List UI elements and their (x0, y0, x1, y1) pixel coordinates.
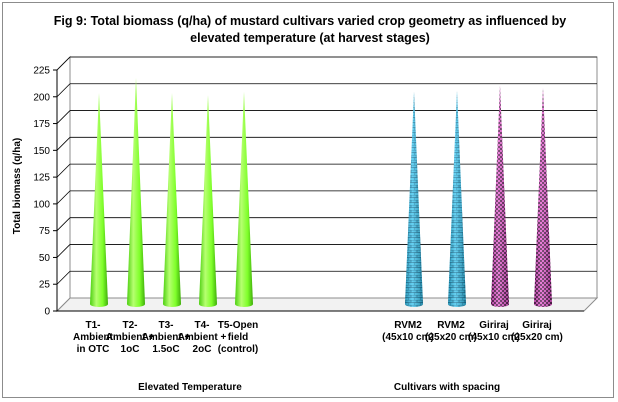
y-tick-label: 100 (33, 199, 50, 210)
gridline (56, 270, 71, 285)
x-category-label: 1oC (121, 344, 140, 355)
x-category-label: (45x10 cm) (382, 332, 434, 343)
gridline (56, 56, 71, 71)
y-tick-label: 50 (39, 253, 51, 264)
bar-cone-shade (405, 91, 423, 307)
x-category-label: (control) (218, 344, 259, 355)
group-label-elevated-temperature: Elevated Temperature (138, 382, 242, 393)
gridline (56, 137, 71, 151)
x-category-label: T3- (159, 320, 174, 331)
x-category-label: T4- (195, 320, 210, 331)
x-category-label: in OTC (77, 344, 110, 355)
gridline (56, 190, 71, 205)
y-tick-label: 200 (33, 92, 50, 103)
gridline (56, 244, 71, 258)
x-category-label: field (228, 332, 249, 343)
bar-cone-shade (491, 85, 509, 307)
gridline (56, 163, 71, 178)
y-tick-label: 150 (33, 146, 50, 157)
x-category-label: Ambient + (142, 332, 191, 343)
x-category-label: T5-Open (218, 320, 259, 331)
grid (55, 55, 599, 313)
x-category-label: RVM2 (394, 320, 422, 331)
y-tick-label: 175 (33, 119, 50, 130)
y-tick-label: 25 (39, 280, 51, 291)
x-category-label: Giriraj (479, 320, 509, 331)
gridline (56, 217, 71, 231)
x-category-label: RVM2 (437, 320, 465, 331)
x-category-label: Ambient + (178, 332, 227, 343)
group-label-cultivars: Cultivars with spacing (394, 382, 500, 393)
gridline (56, 110, 71, 124)
bar-cone (235, 91, 253, 307)
bar-cone (90, 92, 108, 307)
gridline (56, 83, 71, 98)
y-axis-label: Total biomass (q/ha) (12, 138, 23, 235)
y-axis: 0 25 50 75 100 125 150 175 200 225 (33, 66, 584, 318)
y-tick-label: 75 (39, 226, 51, 237)
bar-cone (127, 77, 145, 307)
x-category-label: 2oC (193, 344, 212, 355)
chart-title: Fig 9: Total biomass (q/ha) of mustard c… (53, 14, 567, 45)
bar-cone-shade (534, 87, 552, 307)
x-category-label: T2- (123, 320, 138, 331)
y-tick-label: 125 (33, 173, 50, 184)
y-tick-label: 225 (33, 66, 50, 77)
x-category-label: Giriraj (522, 320, 552, 331)
bars (90, 77, 552, 307)
x-category-label: Ambient (73, 332, 114, 343)
x-category-label: (25x20 cm) (425, 332, 477, 343)
x-category-label: T1- (86, 320, 101, 331)
x-category-label: (45x10 cm) (468, 332, 520, 343)
y-tick-label: 0 (44, 307, 50, 318)
x-category-label: 1.5oC (152, 344, 179, 355)
bar-cone (199, 95, 217, 307)
plot-back-wall (69, 56, 598, 299)
bar-cone (163, 92, 181, 307)
x-category-label: (25x20 cm) (511, 332, 563, 343)
bar-cone-shade (448, 90, 466, 307)
x-category-label: Ambient + (106, 332, 155, 343)
